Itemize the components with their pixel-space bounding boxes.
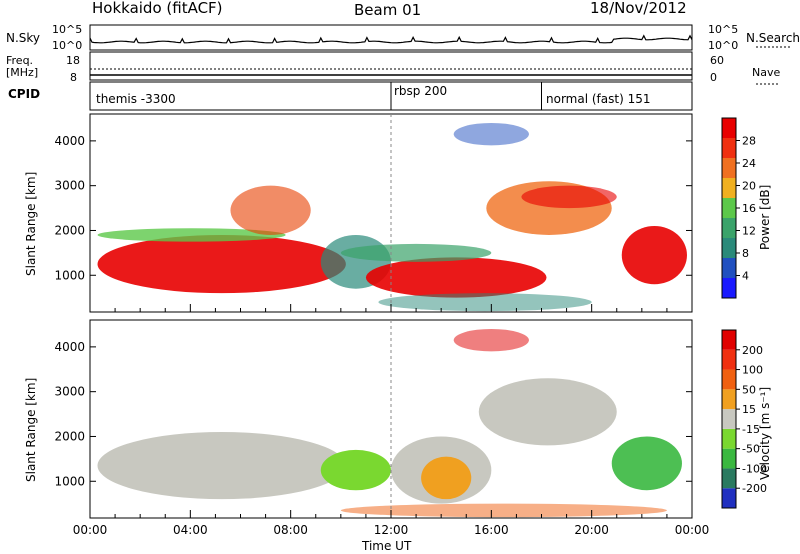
xtick-label: 12:00 — [374, 523, 409, 537]
power-colorbar-swatch — [722, 118, 736, 138]
velocity-ytick-label: 3000 — [54, 385, 85, 399]
power-colorbar-swatch — [722, 218, 736, 238]
velocity-colorbar-swatch — [722, 468, 736, 489]
power-colorbar-tick-label: 28 — [742, 135, 756, 148]
velocity-colorbar-swatch — [722, 409, 736, 429]
power-colorbar-tick-label: 20 — [742, 180, 756, 193]
nave-tick-top: 60 — [710, 54, 724, 67]
velocity-data-region — [421, 456, 472, 500]
freq-unit-label: [MHz] — [6, 66, 39, 79]
freq-tick-bottom: 8 — [70, 71, 77, 84]
power-ytick-label: 4000 — [54, 134, 85, 148]
power-ytick-label: 2000 — [54, 223, 85, 237]
xtick-label: 04:00 — [173, 523, 208, 537]
power-colorbar-swatch — [722, 138, 736, 158]
velocity-ytick-label: 1000 — [54, 474, 85, 488]
velocity-colorbar-tick-label: 200 — [742, 344, 763, 357]
velocity-colorbar-tick-label: 15 — [742, 403, 756, 416]
nsky-strip-frame — [89, 24, 693, 51]
power-colorbar-swatch — [722, 258, 736, 278]
nsky-label: N.Sky — [6, 31, 41, 45]
power-ytick-label: 1000 — [54, 268, 85, 282]
power-colorbar-tick-label: 8 — [742, 247, 749, 260]
velocity-colorbar-swatch — [722, 389, 736, 410]
power-colorbar-tick-label: 4 — [742, 270, 749, 283]
power-colorbar-swatch — [722, 278, 736, 298]
xtick-label: 16:00 — [474, 523, 509, 537]
nsearch-tick-bottom: 10^0 — [708, 39, 739, 52]
xtick-label: 08:00 — [273, 523, 308, 537]
xtick-label: 00:00 — [73, 523, 108, 537]
cpid-label: CPID — [8, 87, 41, 101]
velocity-colorbar-swatch — [722, 330, 736, 350]
nave-tick-bottom: 0 — [710, 71, 717, 84]
power-data-region — [97, 234, 346, 294]
nave-label: Nave — [752, 66, 781, 79]
power-colorbar-tick-label: 16 — [742, 202, 756, 215]
beam-title: Beam 01 — [354, 1, 422, 19]
nsky-tick-top: 10^5 — [52, 23, 83, 36]
velocity-ytick-label: 2000 — [54, 429, 85, 443]
power-data-region — [97, 228, 286, 242]
power-data-region — [621, 225, 687, 285]
velocity-colorbar-tick-label: -50 — [742, 443, 760, 456]
power-data-region — [453, 122, 529, 146]
velocity-colorbar-swatch — [722, 448, 736, 469]
velocity-colorbar-tick-label: 50 — [742, 383, 756, 396]
freq-label: Freq. — [6, 54, 34, 67]
power-colorbar-swatch — [722, 198, 736, 218]
freq-strip-frame — [89, 51, 693, 81]
nsearch-tick-top: 10^5 — [708, 23, 739, 36]
station-title: Hokkaido (fitACF) — [92, 0, 223, 17]
nsky-trace — [89, 34, 693, 44]
velocity-colorbar-swatch — [722, 369, 736, 390]
velocity-data-region — [320, 449, 391, 491]
power-data-region — [365, 257, 547, 298]
power-ytick-label: 3000 — [54, 179, 85, 193]
power-data-region — [378, 293, 592, 312]
power-data-region — [340, 243, 492, 262]
velocity-colorbar-tick-label: -100 — [742, 462, 767, 475]
cpid-segment-normal: normal (fast) 151 — [546, 92, 651, 106]
nsky-tick-bottom: 10^0 — [52, 39, 83, 52]
velocity-data-region — [453, 328, 529, 352]
power-colorbar-swatch — [722, 158, 736, 178]
velocity-colorbar-tick-label: 100 — [742, 364, 763, 377]
velocity-colorbar-frame — [721, 329, 737, 509]
power-colorbar-tick-label: 24 — [742, 157, 756, 170]
velocity-data-region — [97, 431, 346, 500]
power-colorbar-tick-label: 12 — [742, 225, 756, 238]
velocity-data-region — [340, 503, 667, 518]
velocity-colorbar-swatch — [722, 488, 736, 508]
velocity-colorbar-tick-label: -15 — [742, 423, 760, 436]
cpid-segment-themis: themis -3300 — [96, 92, 176, 106]
velocity-colorbar-swatch — [722, 428, 736, 449]
nsearch-label: N.Search — [746, 31, 800, 45]
velocity-data-region — [611, 436, 682, 491]
velocity-data-region — [478, 378, 617, 446]
velocity-ytick-label: 4000 — [54, 340, 85, 354]
power-data-region — [230, 185, 311, 235]
power-colorbar-swatch — [722, 238, 736, 258]
power-colorbar-swatch — [722, 178, 736, 198]
xaxis-label: Time UT — [362, 539, 412, 553]
power-data-region — [521, 185, 617, 209]
velocity-colorbar-tick-label: -200 — [742, 482, 767, 495]
cpid-segment-rbsp: rbsp 200 — [394, 84, 448, 98]
xtick-label: 00:00 — [675, 523, 710, 537]
xtick-label: 20:00 — [574, 523, 609, 537]
freq-tick-top: 18 — [66, 54, 80, 67]
date-title: 18/Nov/2012 — [590, 0, 687, 17]
velocity-colorbar-swatch — [722, 349, 736, 370]
